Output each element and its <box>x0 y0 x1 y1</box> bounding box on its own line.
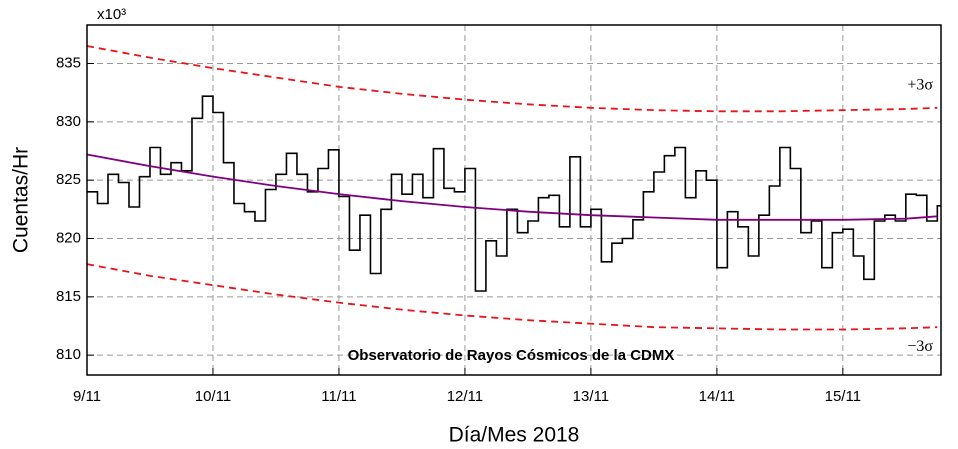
x-tick-label: 10/11 <box>195 388 231 405</box>
annotation: Observatorio de Rayos Cósmicos de la CDM… <box>348 347 675 364</box>
y-multiplier: x10³ <box>97 6 126 23</box>
y-tick-label: 825 <box>56 171 81 188</box>
data-line <box>87 95 941 292</box>
y-tick-label: 835 <box>56 54 81 71</box>
annotation: −3σ <box>907 338 933 355</box>
x-tick-label: 9/11 <box>73 388 101 405</box>
x-tick-label: 13/11 <box>573 388 609 405</box>
data-line <box>86 153 938 221</box>
y-axis-label: Cuentas/Hr <box>10 147 33 253</box>
annotation: +3σ <box>907 77 933 94</box>
x-axis-label: Día/Mes 2018 <box>449 424 580 447</box>
data-line <box>86 45 938 113</box>
x-tick-label: 12/11 <box>447 388 483 405</box>
x-tick-label: 14/11 <box>699 388 735 405</box>
y-tick-label: 830 <box>56 113 81 130</box>
x-tick-label: 15/11 <box>825 388 861 405</box>
y-tick-label: 815 <box>56 288 81 305</box>
y-tick-label: 810 <box>56 346 81 363</box>
plot-frame <box>86 24 942 376</box>
data-line <box>86 263 938 331</box>
x-tick-label: 11/11 <box>321 388 356 405</box>
y-tick-label: 820 <box>56 229 81 246</box>
